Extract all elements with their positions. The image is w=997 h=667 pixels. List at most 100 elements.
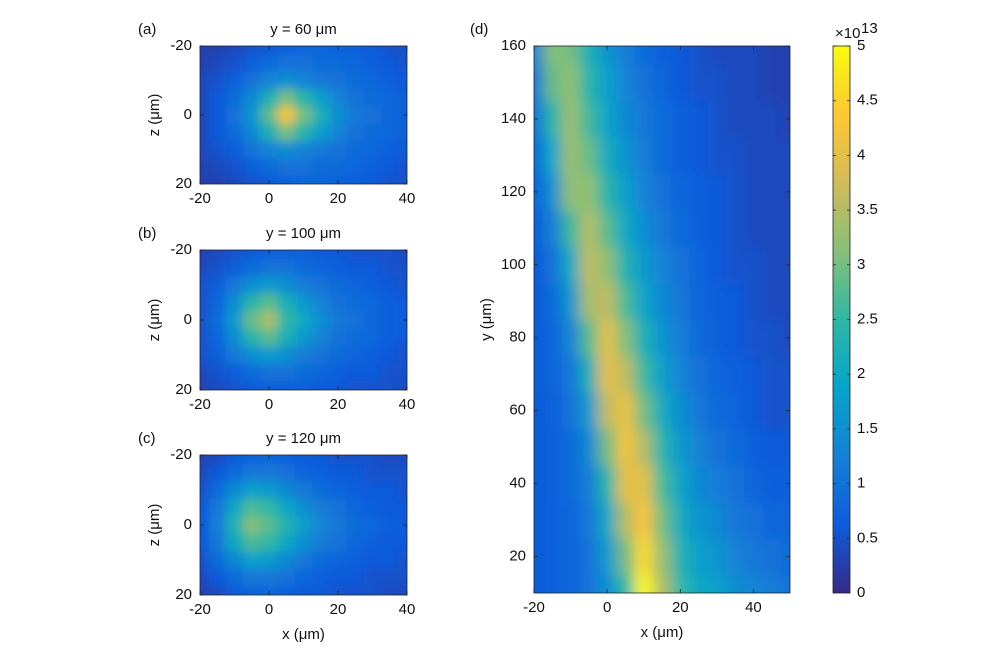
heatmap-cell: [543, 392, 562, 430]
heatmap-cell: [689, 100, 709, 138]
heatmap-cell: [616, 319, 636, 357]
heatmap-cell: [208, 140, 227, 159]
colorbar: [833, 46, 850, 593]
heatmap-cell: [689, 319, 709, 357]
heatmap-cell: [634, 246, 654, 284]
heatmap-cell: [225, 568, 244, 587]
heatmap-cell: [780, 355, 790, 393]
heatmap-cell: [277, 175, 296, 184]
heatmap-cell: [689, 137, 709, 175]
heatmap-cell: [744, 355, 764, 393]
heatmap-cell: [329, 89, 348, 107]
heatmap-cell: [561, 355, 581, 393]
heatmap-cell: [762, 46, 782, 65]
heatmap-cell: [294, 293, 313, 312]
heatmap-cell: [260, 381, 279, 390]
heatmap-cell: [312, 346, 330, 365]
heatmap-cell: [381, 381, 399, 390]
heatmap-cell: [312, 276, 330, 295]
heatmap-cell: [260, 463, 279, 482]
panel-title: y = 100 μm: [266, 225, 341, 242]
heatmap-cell: [329, 551, 348, 570]
heatmap-cell: [689, 355, 709, 393]
heatmap-cell: [294, 463, 313, 482]
heatmap-cell: [277, 498, 296, 517]
heatmap-cell: [707, 46, 727, 65]
heatmap-cell: [243, 455, 261, 465]
heatmap-cell: [579, 319, 599, 357]
heatmap-cells: [200, 46, 407, 184]
heatmap-cell: [363, 533, 382, 552]
heatmap-cell: [363, 293, 382, 312]
heatmap-cell: [208, 568, 227, 587]
heatmap-cell: [363, 463, 382, 482]
heatmap-cell: [543, 319, 562, 357]
heatmap-cell: [260, 363, 279, 382]
heatmap-cell: [277, 46, 296, 56]
heatmap-cell: [363, 586, 382, 595]
heatmap-cell: [208, 158, 227, 176]
heatmap-cell: [329, 363, 348, 382]
heatmap-cell: [312, 293, 330, 312]
heatmap-cell: [294, 516, 313, 535]
heatmap-cell: [780, 283, 790, 320]
heatmap-cell: [780, 574, 790, 593]
heatmap-cell: [200, 586, 210, 595]
x-tick-label: 40: [399, 190, 416, 207]
heatmap-cell: [208, 54, 227, 73]
y-tick-label: 40: [509, 475, 526, 492]
heatmap-cell: [312, 568, 330, 587]
heatmap-cell: [398, 533, 407, 552]
heatmap-cell: [363, 568, 382, 587]
colorbar-tick-label: 1.5: [857, 420, 878, 437]
heatmap-cell: [652, 392, 672, 430]
heatmap-cell: [726, 392, 745, 430]
x-tick-label: 40: [399, 396, 416, 413]
heatmap-cell: [652, 283, 672, 320]
heatmap-cell: [707, 428, 727, 466]
heatmap-cell: [634, 283, 654, 320]
heatmap-cell: [208, 586, 227, 595]
heatmap-cell: [243, 481, 261, 500]
heatmap-cell: [634, 319, 654, 357]
heatmap-cell: [243, 258, 261, 277]
heatmap-cell: [689, 173, 709, 211]
heatmap-cells: [534, 46, 790, 593]
y-axis-label: z (μm): [146, 94, 163, 137]
heatmap-cell: [346, 293, 365, 312]
heatmap-cell: [543, 46, 562, 65]
y-tick-label: 20: [175, 175, 192, 192]
heatmap-cell: [329, 175, 348, 184]
heatmap-cell: [208, 381, 227, 390]
heatmap-cell: [398, 140, 407, 159]
heatmap-cell: [225, 498, 244, 517]
heatmap-cell: [579, 100, 599, 138]
heatmap-cell: [616, 465, 636, 503]
heatmap-cell: [346, 71, 365, 90]
heatmap-cell: [277, 363, 296, 382]
heatmap-cell: [260, 89, 279, 107]
heatmap-cell: [243, 54, 261, 73]
heatmap-cell: [225, 311, 244, 330]
heatmap-cell: [363, 498, 382, 517]
heatmap-cell: [200, 568, 210, 587]
heatmap-cell: [634, 392, 654, 430]
heatmap-cell: [579, 210, 599, 248]
heatmap-cell: [329, 328, 348, 347]
heatmap-cell: [381, 250, 399, 260]
heatmap-cell: [616, 246, 636, 284]
heatmap-cell: [671, 100, 690, 138]
heatmap-cell: [707, 283, 727, 320]
heatmap-cell: [381, 276, 399, 295]
heatmap-cell: [312, 89, 330, 107]
heatmap-cell: [225, 276, 244, 295]
heatmap-cell: [312, 54, 330, 73]
heatmap-cell: [243, 586, 261, 595]
x-tick-label: 0: [265, 601, 273, 618]
x-tick-label: 40: [745, 599, 762, 616]
heatmap-cell: [329, 276, 348, 295]
heatmap-cell: [381, 258, 399, 277]
heatmap-cell: [312, 158, 330, 176]
panel: -20 0 20 40 -20 0 20 (a) y = 60 μm z (μm): [138, 21, 416, 207]
heatmap-cell: [312, 71, 330, 90]
